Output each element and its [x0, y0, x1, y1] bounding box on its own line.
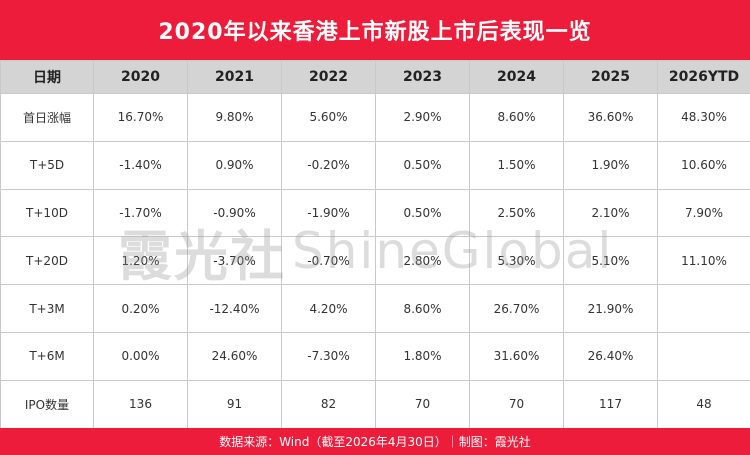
table-row: T+3M 0.20% -12.40% 4.20% 8.60% 26.70% 21… — [0, 284, 750, 333]
column-header: 2020 — [93, 60, 188, 94]
table-cell: 70 — [375, 379, 470, 429]
table-cell: 2.90% — [375, 93, 470, 142]
row-label: 首日涨幅 — [0, 93, 94, 142]
column-header: 日期 — [0, 60, 94, 94]
table-cell — [657, 331, 750, 381]
table-cell: 8.60% — [469, 93, 564, 142]
table-cell: 0.00% — [93, 331, 188, 381]
column-header: 2026YTD — [657, 60, 750, 94]
table-cell: 10.60% — [657, 140, 750, 190]
table-cell: 8.60% — [375, 284, 470, 333]
row-label: T+5D — [0, 140, 94, 190]
table-cell: 1.90% — [563, 140, 658, 190]
table-cell: -1.70% — [93, 188, 188, 238]
page-title: 2020年以来香港上市新股上市后表现一览 — [158, 20, 592, 45]
row-label: T+20D — [0, 236, 94, 286]
table-cell: 11.10% — [657, 236, 750, 286]
table-cell: 26.70% — [469, 284, 564, 333]
table-cell: 5.30% — [469, 236, 564, 286]
table-cell: 117 — [563, 379, 658, 429]
footer-bar: 数据来源：Wind（截至2026年4月30日）｜制图：霞光社 — [0, 428, 750, 455]
title-bar: 2020年以来香港上市新股上市后表现一览 — [0, 0, 750, 60]
table-cell: 48.30% — [657, 93, 750, 142]
row-label: T+10D — [0, 188, 94, 238]
table-cell: 9.80% — [187, 93, 282, 142]
table-row: T+20D 1.20% -3.70% -0.70% 2.80% 5.30% 5.… — [0, 236, 750, 286]
table-cell: -0.70% — [281, 236, 376, 286]
table-cell: 136 — [93, 379, 188, 429]
table-cell: 48 — [657, 379, 750, 429]
table-cell: 21.90% — [563, 284, 658, 333]
table-cell: -0.20% — [281, 140, 376, 190]
row-label: T+3M — [0, 284, 94, 333]
table-cell: 0.50% — [375, 140, 470, 190]
column-header: 2024 — [469, 60, 564, 94]
table-row: T+6M 0.00% 24.60% -7.30% 1.80% 31.60% 26… — [0, 331, 750, 381]
table-cell: 2.50% — [469, 188, 564, 238]
table-cell: 1.50% — [469, 140, 564, 190]
table-cell: 91 — [187, 379, 282, 429]
table-row: IPO数量 136 91 82 70 70 117 48 — [0, 379, 750, 429]
table-cell: -12.40% — [187, 284, 282, 333]
column-header: 2021 — [187, 60, 282, 94]
table-cell: 0.50% — [375, 188, 470, 238]
table-cell: 4.20% — [281, 284, 376, 333]
table-row: T+5D -1.40% 0.90% -0.20% 0.50% 1.50% 1.9… — [0, 140, 750, 190]
table-cell: 1.80% — [375, 331, 470, 381]
ipo-performance-table: 日期 2020 2021 2022 2023 2024 2025 2026YTD… — [0, 60, 750, 429]
table-header-row: 日期 2020 2021 2022 2023 2024 2025 2026YTD — [0, 60, 750, 94]
table-cell: -0.90% — [187, 188, 282, 238]
column-header: 2023 — [375, 60, 470, 94]
table-cell: 2.80% — [375, 236, 470, 286]
table-cell: 70 — [469, 379, 564, 429]
table-cell: 5.10% — [563, 236, 658, 286]
table-cell: -3.70% — [187, 236, 282, 286]
table-cell: -1.40% — [93, 140, 188, 190]
table-cell: 2.10% — [563, 188, 658, 238]
table-container: 日期 2020 2021 2022 2023 2024 2025 2026YTD… — [0, 60, 750, 429]
table-cell: -7.30% — [281, 331, 376, 381]
table-row: T+10D -1.70% -0.90% -1.90% 0.50% 2.50% 2… — [0, 188, 750, 238]
table-cell: 36.60% — [563, 93, 658, 142]
table-cell: 5.60% — [281, 93, 376, 142]
table-cell: 31.60% — [469, 331, 564, 381]
table-cell: 82 — [281, 379, 376, 429]
table-cell: 1.20% — [93, 236, 188, 286]
table-cell: 0.90% — [187, 140, 282, 190]
table-cell: -1.90% — [281, 188, 376, 238]
row-label: T+6M — [0, 331, 94, 381]
table-cell: 26.40% — [563, 331, 658, 381]
source-note: 数据来源：Wind（截至2026年4月30日）｜制图：霞光社 — [219, 435, 531, 449]
table-cell: 0.20% — [93, 284, 188, 333]
table-cell: 7.90% — [657, 188, 750, 238]
table-cell: 16.70% — [93, 93, 188, 142]
row-label: IPO数量 — [0, 379, 94, 429]
column-header: 2022 — [281, 60, 376, 94]
table-row: 首日涨幅 16.70% 9.80% 5.60% 2.90% 8.60% 36.6… — [0, 93, 750, 142]
table-cell: 24.60% — [187, 331, 282, 381]
column-header: 2025 — [563, 60, 658, 94]
table-cell — [657, 284, 750, 333]
